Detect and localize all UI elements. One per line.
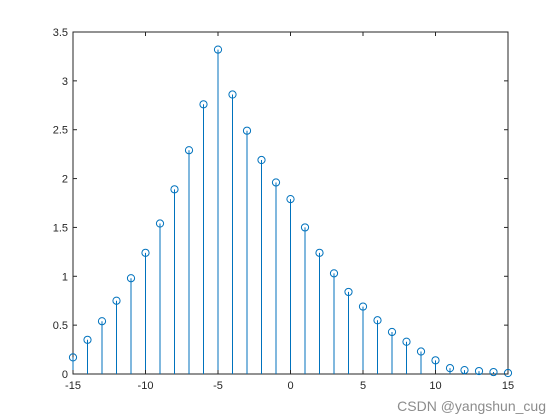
stem-marker xyxy=(373,316,382,325)
stem-marker xyxy=(445,364,455,373)
x-tick-label: 15 xyxy=(502,380,514,392)
stem-marker xyxy=(271,178,281,187)
stem-series xyxy=(68,45,513,378)
y-tick-label: 1.5 xyxy=(53,222,68,234)
x-tick-label: -15 xyxy=(65,380,81,392)
stem-marker xyxy=(503,368,513,378)
stem-marker xyxy=(416,347,426,356)
stem-marker xyxy=(329,269,339,278)
x-tick-label: -5 xyxy=(213,380,223,392)
x-tick-label: 5 xyxy=(360,380,366,392)
stem-marker xyxy=(315,248,324,257)
stem-marker xyxy=(97,317,107,326)
stem-marker xyxy=(344,287,353,297)
stem-marker xyxy=(184,146,194,155)
stem-marker xyxy=(358,302,368,311)
stem-marker xyxy=(68,353,78,362)
stem-marker xyxy=(199,100,208,109)
stem-marker xyxy=(431,356,440,365)
stem-marker xyxy=(242,126,252,135)
stem-marker xyxy=(257,155,266,165)
y-tick-label: 2.5 xyxy=(53,125,68,137)
watermark: CSDN @yangshun_cug xyxy=(397,398,546,414)
stem-marker xyxy=(460,365,469,375)
y-tick-label: 0 xyxy=(62,369,68,381)
stem-marker xyxy=(170,185,179,194)
stem-marker xyxy=(112,296,121,305)
x-tick-label: 10 xyxy=(429,380,441,392)
stem-marker xyxy=(402,337,411,346)
stem-marker xyxy=(300,223,310,232)
stem-marker xyxy=(126,274,136,283)
y-tick-label: 3.5 xyxy=(53,27,68,39)
stem-marker xyxy=(489,367,498,377)
stem-marker xyxy=(141,248,150,257)
stem-marker xyxy=(474,366,484,376)
y-tick-label: 2 xyxy=(62,174,68,186)
stem-marker xyxy=(83,335,92,344)
stem-marker xyxy=(155,219,165,228)
y-axis-ticks: 0 0.5 1 1.5 2 2.5 3 3.5 xyxy=(53,27,508,381)
y-tick-label: 3 xyxy=(62,76,68,88)
x-axis-ticks: -15 -10 -5 0 5 10 15 xyxy=(65,32,514,392)
stem-marker xyxy=(228,90,237,99)
y-tick-label: 0.5 xyxy=(53,320,68,332)
stem-marker xyxy=(286,194,295,204)
x-tick-label: -10 xyxy=(138,380,154,392)
y-tick-label: 1 xyxy=(62,271,68,283)
stem-marker xyxy=(387,327,397,337)
x-tick-label: 0 xyxy=(287,380,293,392)
stem-marker xyxy=(213,45,223,54)
